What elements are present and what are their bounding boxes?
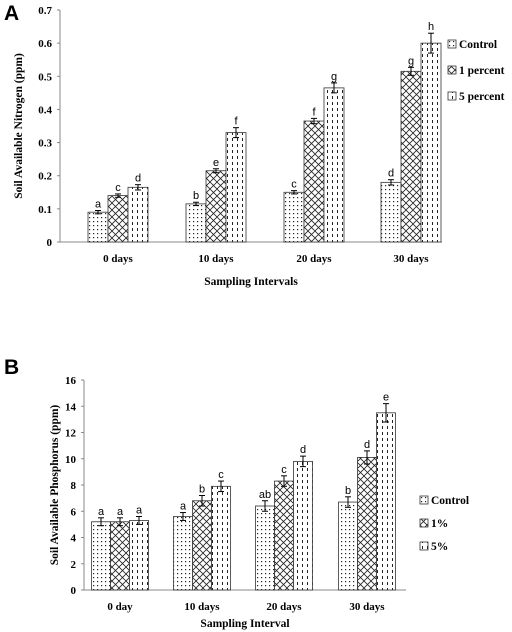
- legend-swatch: [447, 91, 457, 101]
- significance-letter: g: [331, 71, 337, 83]
- y-tick-label: 12: [65, 428, 77, 440]
- x-axis-title: Sampling Intervals: [204, 276, 298, 288]
- y-tick-label: 0: [47, 237, 53, 249]
- chart-panel-a: 0 0.1 0.2 0.3 0.4 0.5 0.6 0.7 0 days a c d 10 days b e…: [13, 5, 505, 288]
- x-tick-label: 30 days: [393, 253, 429, 265]
- y-tick-label: 0.1: [38, 204, 52, 216]
- y-tick-label: 0.2: [38, 171, 52, 183]
- bar: [205, 170, 227, 243]
- bar: [338, 501, 358, 591]
- bar: [225, 132, 247, 243]
- legend-label: 1 percent: [459, 65, 505, 77]
- y-axis-title: Soil Available Nitrogen (ppm): [13, 53, 25, 199]
- y-tick-label: 0: [71, 585, 77, 597]
- legend-swatch: [419, 541, 429, 551]
- bar: [211, 485, 231, 591]
- legend-swatch: [447, 65, 457, 75]
- bar: [255, 505, 275, 591]
- significance-letter: b: [345, 485, 351, 497]
- significance-letter: g: [408, 55, 414, 67]
- y-tick-label: 0.6: [38, 38, 52, 50]
- legend-label: Control: [459, 39, 497, 51]
- significance-letter: d: [300, 444, 306, 456]
- y-tick-label: 2: [71, 559, 77, 571]
- y-tick-label: 0.4: [38, 104, 52, 116]
- bar: [129, 520, 149, 591]
- significance-letter: d: [388, 168, 394, 180]
- legend-label: 5%: [431, 541, 448, 553]
- significance-letter: b: [199, 484, 205, 496]
- significance-letter: a: [180, 501, 187, 513]
- y-tick-label: 4: [71, 533, 77, 545]
- y-tick-label: 14: [65, 401, 77, 413]
- y-tick-label: 6: [71, 506, 77, 518]
- panel-a-letter: A: [4, 2, 19, 25]
- y-tick-label: 0.3: [38, 138, 52, 150]
- significance-letter: c: [291, 179, 297, 191]
- legend-label: 1%: [431, 518, 448, 530]
- bar: [274, 480, 294, 591]
- y-tick-label: 0.5: [38, 71, 52, 83]
- significance-letter: a: [136, 505, 143, 517]
- legend-swatch: [447, 39, 457, 49]
- bar: [357, 457, 377, 591]
- significance-letter: a: [98, 506, 105, 518]
- significance-letter: d: [135, 173, 141, 185]
- significance-letter: a: [95, 199, 102, 211]
- bar: [323, 87, 345, 243]
- bar: [185, 203, 207, 243]
- bar: [400, 70, 422, 243]
- x-tick-label: 20 days: [296, 253, 332, 265]
- bar: [192, 500, 212, 591]
- bar: [293, 460, 313, 591]
- x-tick-label: 10 days: [184, 601, 220, 613]
- significance-letter: b: [193, 190, 199, 202]
- y-tick-label: 16: [65, 375, 77, 387]
- bar: [380, 181, 402, 243]
- significance-letter: ab: [259, 489, 271, 501]
- legend-label: Control: [431, 495, 469, 507]
- bar: [127, 186, 149, 243]
- bar: [283, 191, 305, 243]
- bar: [91, 521, 111, 591]
- x-tick-label: 0 day: [107, 601, 133, 613]
- significance-letter: f: [312, 106, 316, 118]
- significance-letter: e: [213, 157, 219, 169]
- x-tick-label: 0 days: [103, 253, 133, 265]
- significance-letter: a: [117, 506, 124, 518]
- legend-label: 5 percent: [459, 91, 505, 103]
- significance-letter: c: [281, 464, 287, 476]
- x-tick-label: 10 days: [198, 253, 234, 265]
- x-axis-title: Sampling Interval: [200, 618, 289, 630]
- bar: [303, 120, 325, 243]
- bar: [107, 195, 129, 243]
- significance-letter: d: [364, 439, 370, 451]
- significance-letter: h: [428, 21, 434, 33]
- bar: [87, 211, 109, 243]
- bar: [110, 521, 130, 591]
- panel-b-letter: B: [4, 356, 19, 379]
- x-tick-label: 30 days: [349, 601, 385, 613]
- legend-swatch: [419, 518, 429, 528]
- x-tick-label: 20 days: [266, 601, 302, 613]
- bar: [420, 42, 442, 243]
- y-tick-label: 8: [71, 480, 77, 492]
- bar: [376, 412, 396, 591]
- y-tick-label: 10: [65, 454, 77, 466]
- significance-letter: f: [234, 116, 238, 128]
- significance-letter: c: [218, 469, 224, 481]
- bar: [173, 516, 193, 591]
- y-axis-title: Soil Available Phosphorus (ppm): [49, 405, 61, 566]
- legend-swatch: [419, 495, 429, 505]
- y-tick-label: 0.7: [38, 5, 52, 17]
- significance-letter: e: [383, 392, 389, 404]
- significance-letter: c: [115, 182, 121, 194]
